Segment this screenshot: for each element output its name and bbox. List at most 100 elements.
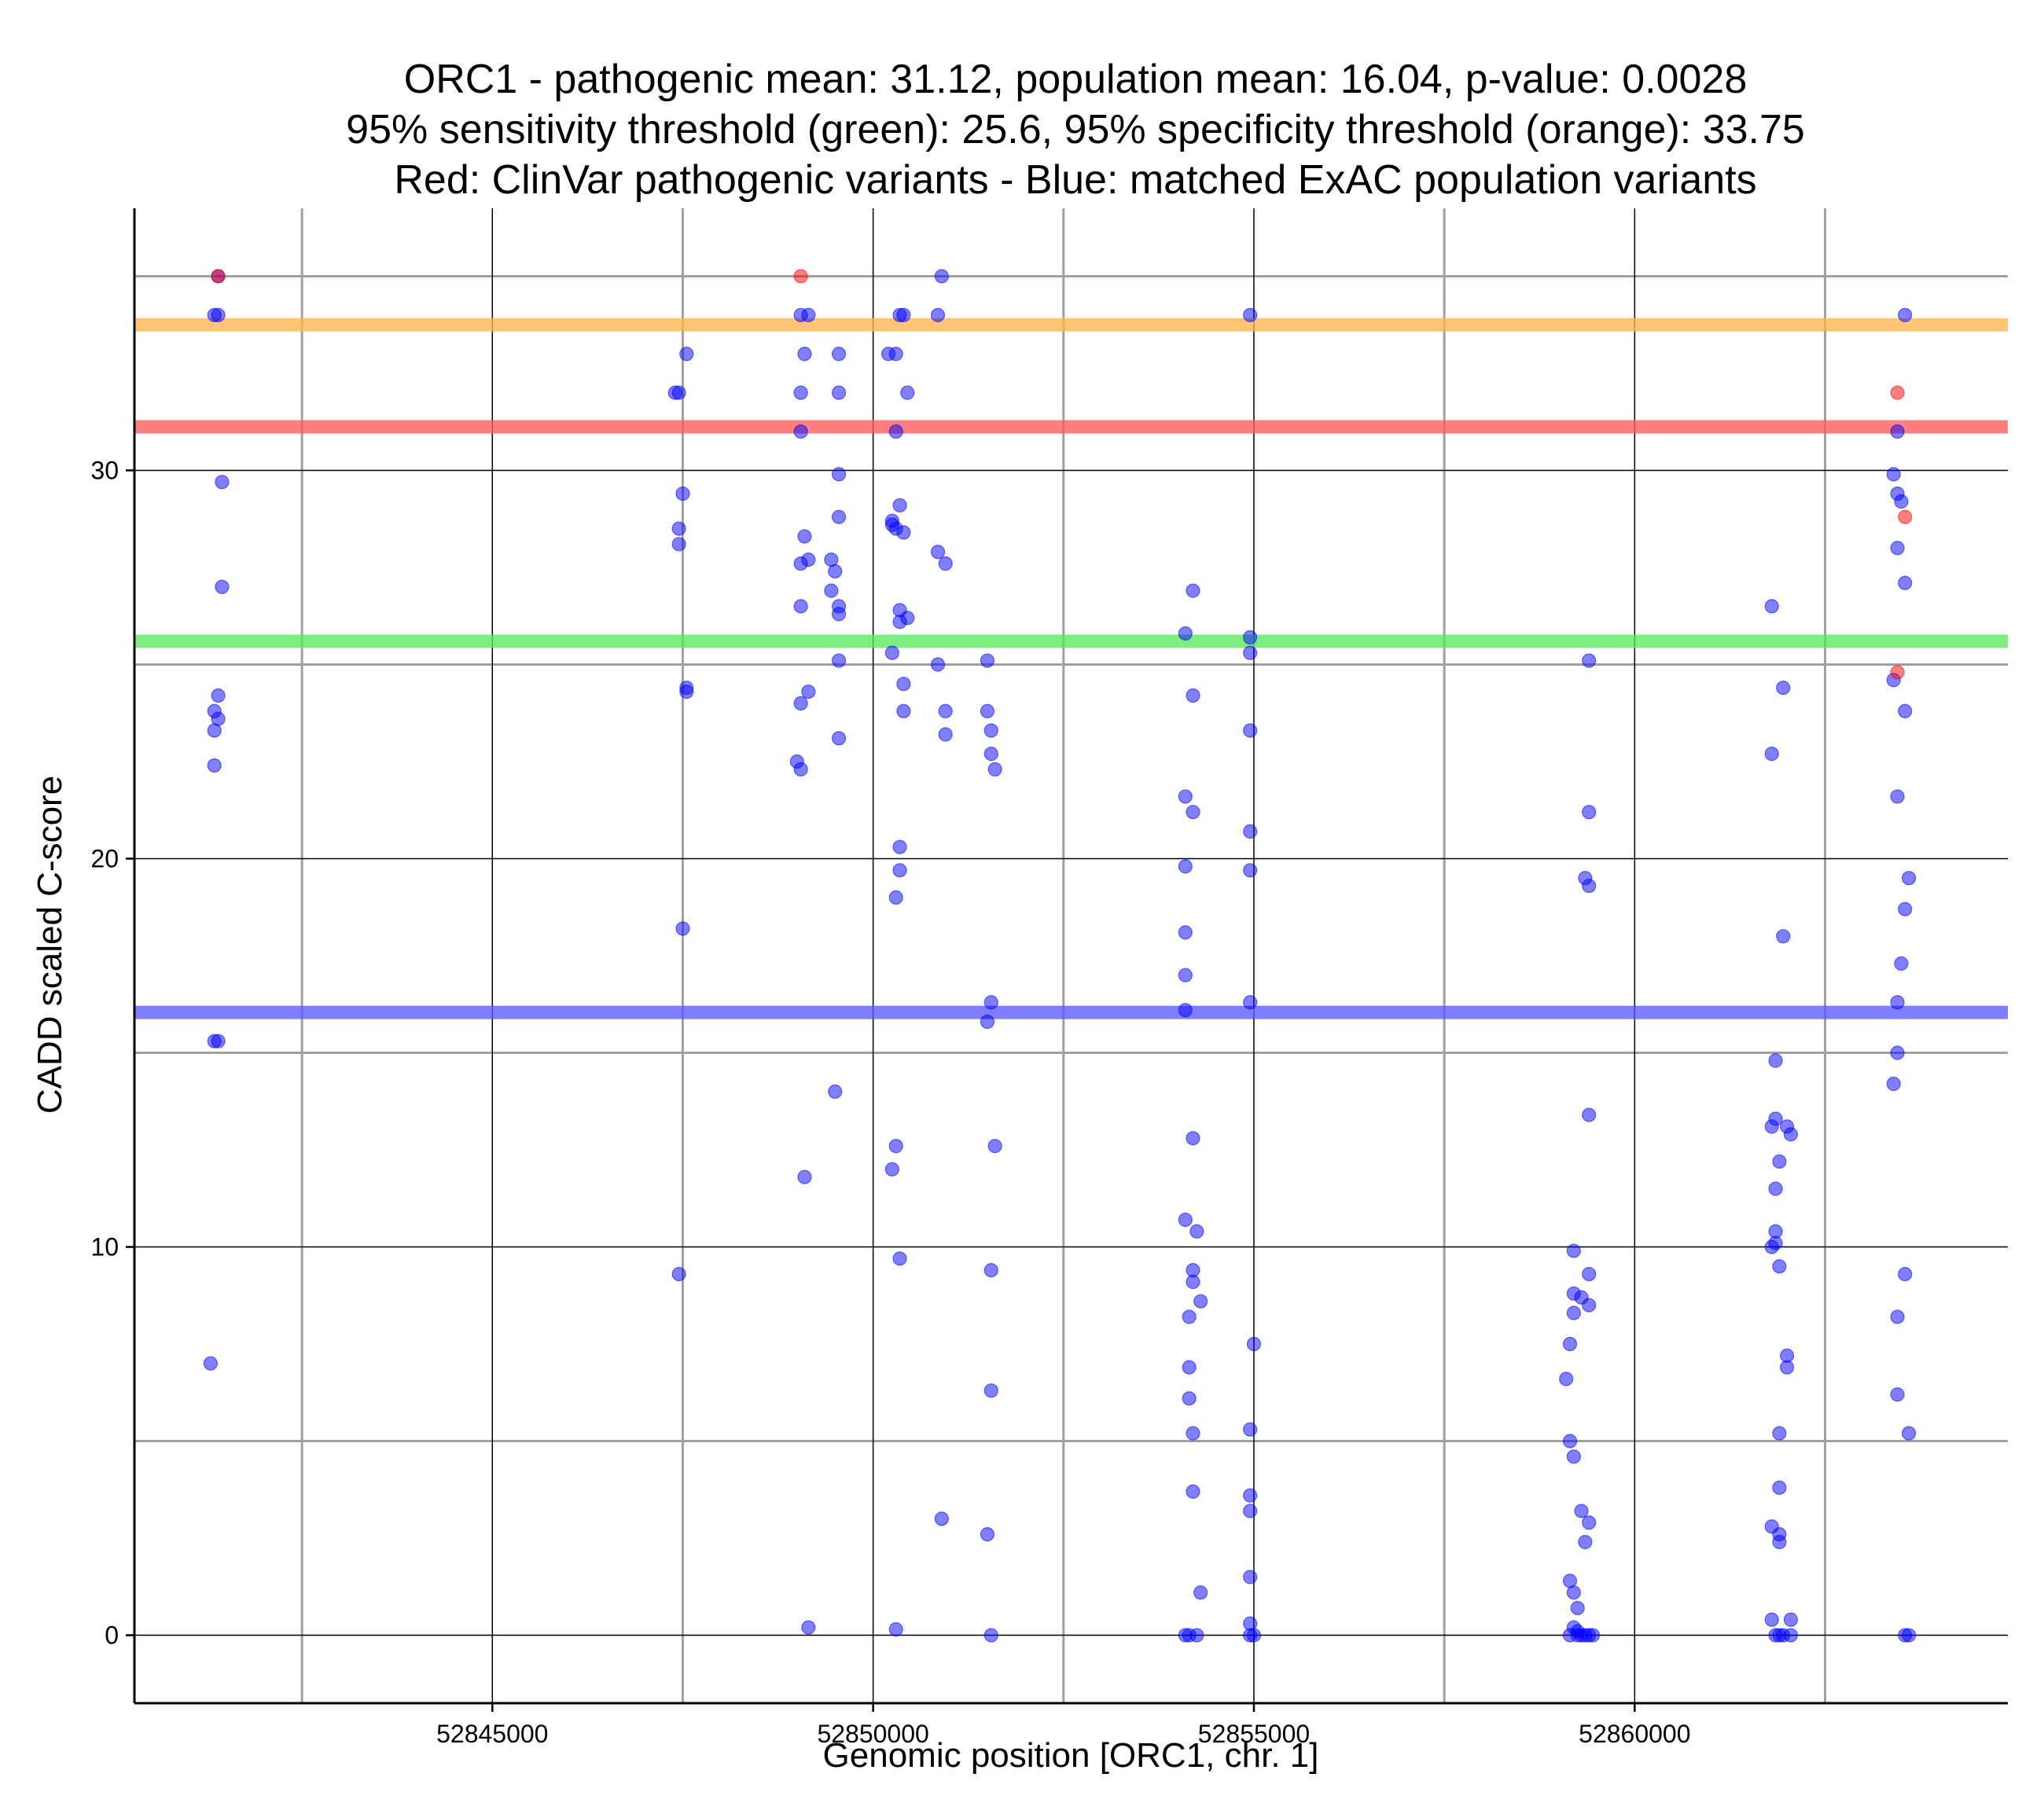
population-variant-point [1890, 1387, 1905, 1402]
population-variant-point [801, 1620, 816, 1635]
population-variant-point [1189, 1224, 1204, 1239]
population-variant-point [831, 653, 847, 668]
population-variant-point [1178, 968, 1193, 982]
population-variant-point [1178, 626, 1193, 641]
population-variant-point [831, 509, 847, 524]
population-variant-point [679, 347, 694, 362]
population-variant-point [896, 703, 911, 718]
population-variant-point [1182, 1360, 1197, 1375]
population-variant-point [207, 723, 222, 738]
population-variant-point [1779, 1360, 1795, 1375]
population-variant-point [1582, 1267, 1597, 1282]
population-variant-point [1178, 1212, 1193, 1228]
population-variant-point [1582, 805, 1597, 820]
population-variant-point [934, 269, 949, 284]
pathogenic-variant-point [793, 269, 808, 284]
population-variant-point [1193, 1294, 1208, 1309]
population-variant-point [1186, 1274, 1200, 1290]
population-variant-point [1886, 467, 1901, 482]
minor-gridlines [134, 208, 2008, 1703]
population-variant-point [1582, 1107, 1597, 1122]
population-variant-point [215, 579, 230, 594]
population-variant-point [831, 731, 847, 746]
x-tick-label: 52850000 [817, 1720, 928, 1748]
population-variant-point [797, 347, 812, 362]
population-variant-point [1178, 1003, 1193, 1018]
population-variant-point [1901, 1426, 1917, 1441]
population-variant-point [1783, 1127, 1799, 1142]
population-variant-point [1246, 1628, 1262, 1643]
population-variant-point [938, 727, 953, 742]
population-variant-point [1570, 1600, 1585, 1616]
x-tick-label: 52855000 [1198, 1720, 1310, 1748]
population-variant-point [1901, 871, 1917, 886]
population-variant-point [797, 1170, 812, 1184]
population-variant-point [793, 696, 808, 711]
population-variant-point [1901, 1628, 1917, 1643]
population-variant-point [987, 1138, 1002, 1154]
population-variant-point [1894, 494, 1909, 509]
population-variant-point [884, 645, 899, 660]
population-variant-point [1768, 1053, 1783, 1068]
population-variant-point [203, 1356, 218, 1371]
population-variant-point [1559, 1372, 1574, 1386]
population-variant-point [1886, 1076, 1901, 1092]
population-variant-point [793, 762, 808, 777]
population-variant-point [1243, 1422, 1258, 1437]
population-variant-point [1193, 1585, 1208, 1600]
population-variant-point [801, 552, 816, 567]
population-variant-point [896, 525, 911, 540]
population-variant-point [831, 385, 847, 400]
population-variant-point [671, 1267, 686, 1282]
population-variant-point [1186, 805, 1200, 820]
population-variant-point [207, 307, 222, 322]
population-variant-point [884, 1162, 899, 1177]
population-variant-point [211, 688, 226, 703]
population-variant-point [1178, 859, 1193, 874]
population-variant-point [1186, 1484, 1200, 1499]
population-variant-point [1582, 1298, 1597, 1313]
population-variant-point [896, 307, 911, 322]
chart-title-line-2: 95% sensitivity threshold (green): 25.6,… [346, 107, 1805, 152]
population-variant-point [1243, 723, 1258, 738]
population-variant-point [1772, 1534, 1787, 1550]
pathogenic-variant-point [1890, 385, 1905, 400]
population-variant-point [1898, 703, 1913, 718]
population-variant-point [793, 385, 808, 400]
population-variant-point [801, 307, 816, 322]
population-variant-point [1566, 1305, 1581, 1320]
population-variant-point [1243, 824, 1258, 839]
population-variant-point [1566, 1449, 1581, 1464]
population-variant-point [1894, 956, 1909, 971]
population-variant-point [1764, 599, 1779, 614]
population-variant-point [1890, 789, 1905, 804]
y-tick-label: 20 [90, 844, 119, 872]
population-variant-point [980, 703, 995, 718]
population-variant-point [671, 521, 686, 536]
population-variant-point [892, 863, 907, 878]
population-variant-point [1768, 1181, 1783, 1196]
population-variant-point [1182, 1391, 1197, 1406]
population-variant-point [983, 747, 998, 762]
population-variant-point [888, 347, 903, 362]
population-variant-point [1246, 1336, 1262, 1352]
population-variant-point [828, 564, 843, 579]
population-variant-point [892, 839, 907, 854]
chart-title-line-1: ORC1 - pathogenic mean: 31.12, populatio… [404, 57, 1747, 102]
pathogenic-variant-point [211, 269, 226, 284]
population-variant-point [1582, 1515, 1597, 1530]
population-variant-point [1582, 653, 1597, 668]
population-variant-point [983, 1383, 998, 1398]
population-variant-point [675, 487, 690, 501]
population-variant-point [1890, 541, 1905, 556]
population-variant-point [675, 921, 690, 936]
population-variant-point [1243, 863, 1258, 878]
population-variant-point [930, 657, 946, 672]
population-variant-point [1764, 1119, 1779, 1134]
y-tick-label: 10 [90, 1233, 119, 1261]
x-axis-ticks: 52845000 52850000 52855000 52860000 [436, 1703, 1691, 1748]
population-variant-point [1574, 1504, 1589, 1518]
population-variant-point [1772, 1426, 1787, 1441]
population-variant-point [801, 684, 816, 700]
